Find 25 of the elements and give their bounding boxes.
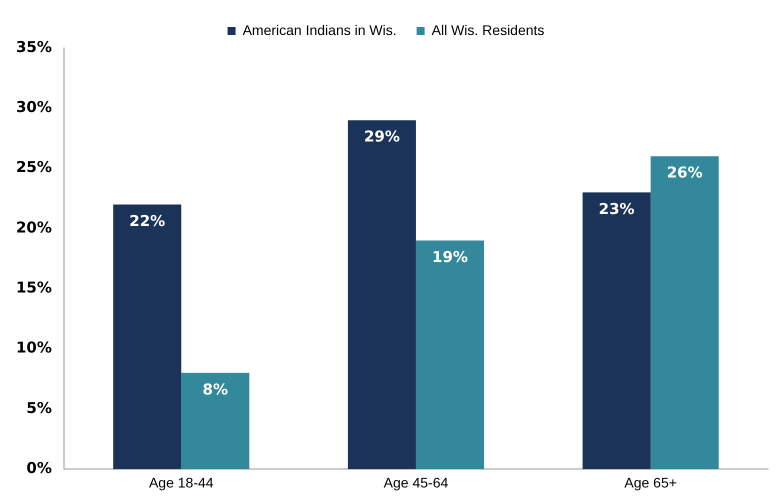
bar [113, 204, 182, 470]
data-label: 23% [598, 200, 635, 218]
legend-label: All Wis. Residents [432, 22, 544, 38]
y-tick-label: 25% [16, 158, 52, 176]
legend-label: American Indians in Wis. [242, 22, 397, 38]
data-label: 29% [364, 128, 400, 146]
y-tick-label: 30% [16, 98, 52, 116]
x-tick-label: Age 65+ [624, 474, 677, 490]
y-tick-label: 20% [16, 218, 52, 236]
data-label: 26% [666, 164, 703, 182]
bar [348, 120, 416, 470]
y-tick-label: 35% [16, 38, 52, 56]
x-tick-label: Age 45-64 [384, 474, 448, 490]
y-tick-label: 10% [16, 338, 52, 357]
y-tick-label: 5% [26, 398, 52, 417]
y-tick-label: 0% [26, 459, 52, 478]
bar [650, 156, 719, 470]
data-label: 8% [202, 380, 228, 398]
bar [416, 240, 484, 470]
data-label: 22% [129, 212, 166, 230]
bar [181, 372, 250, 470]
y-tick-label: 15% [16, 278, 52, 297]
data-label: 19% [432, 248, 468, 266]
x-tick-label: Age 18-44 [148, 474, 214, 490]
bar [582, 192, 651, 470]
